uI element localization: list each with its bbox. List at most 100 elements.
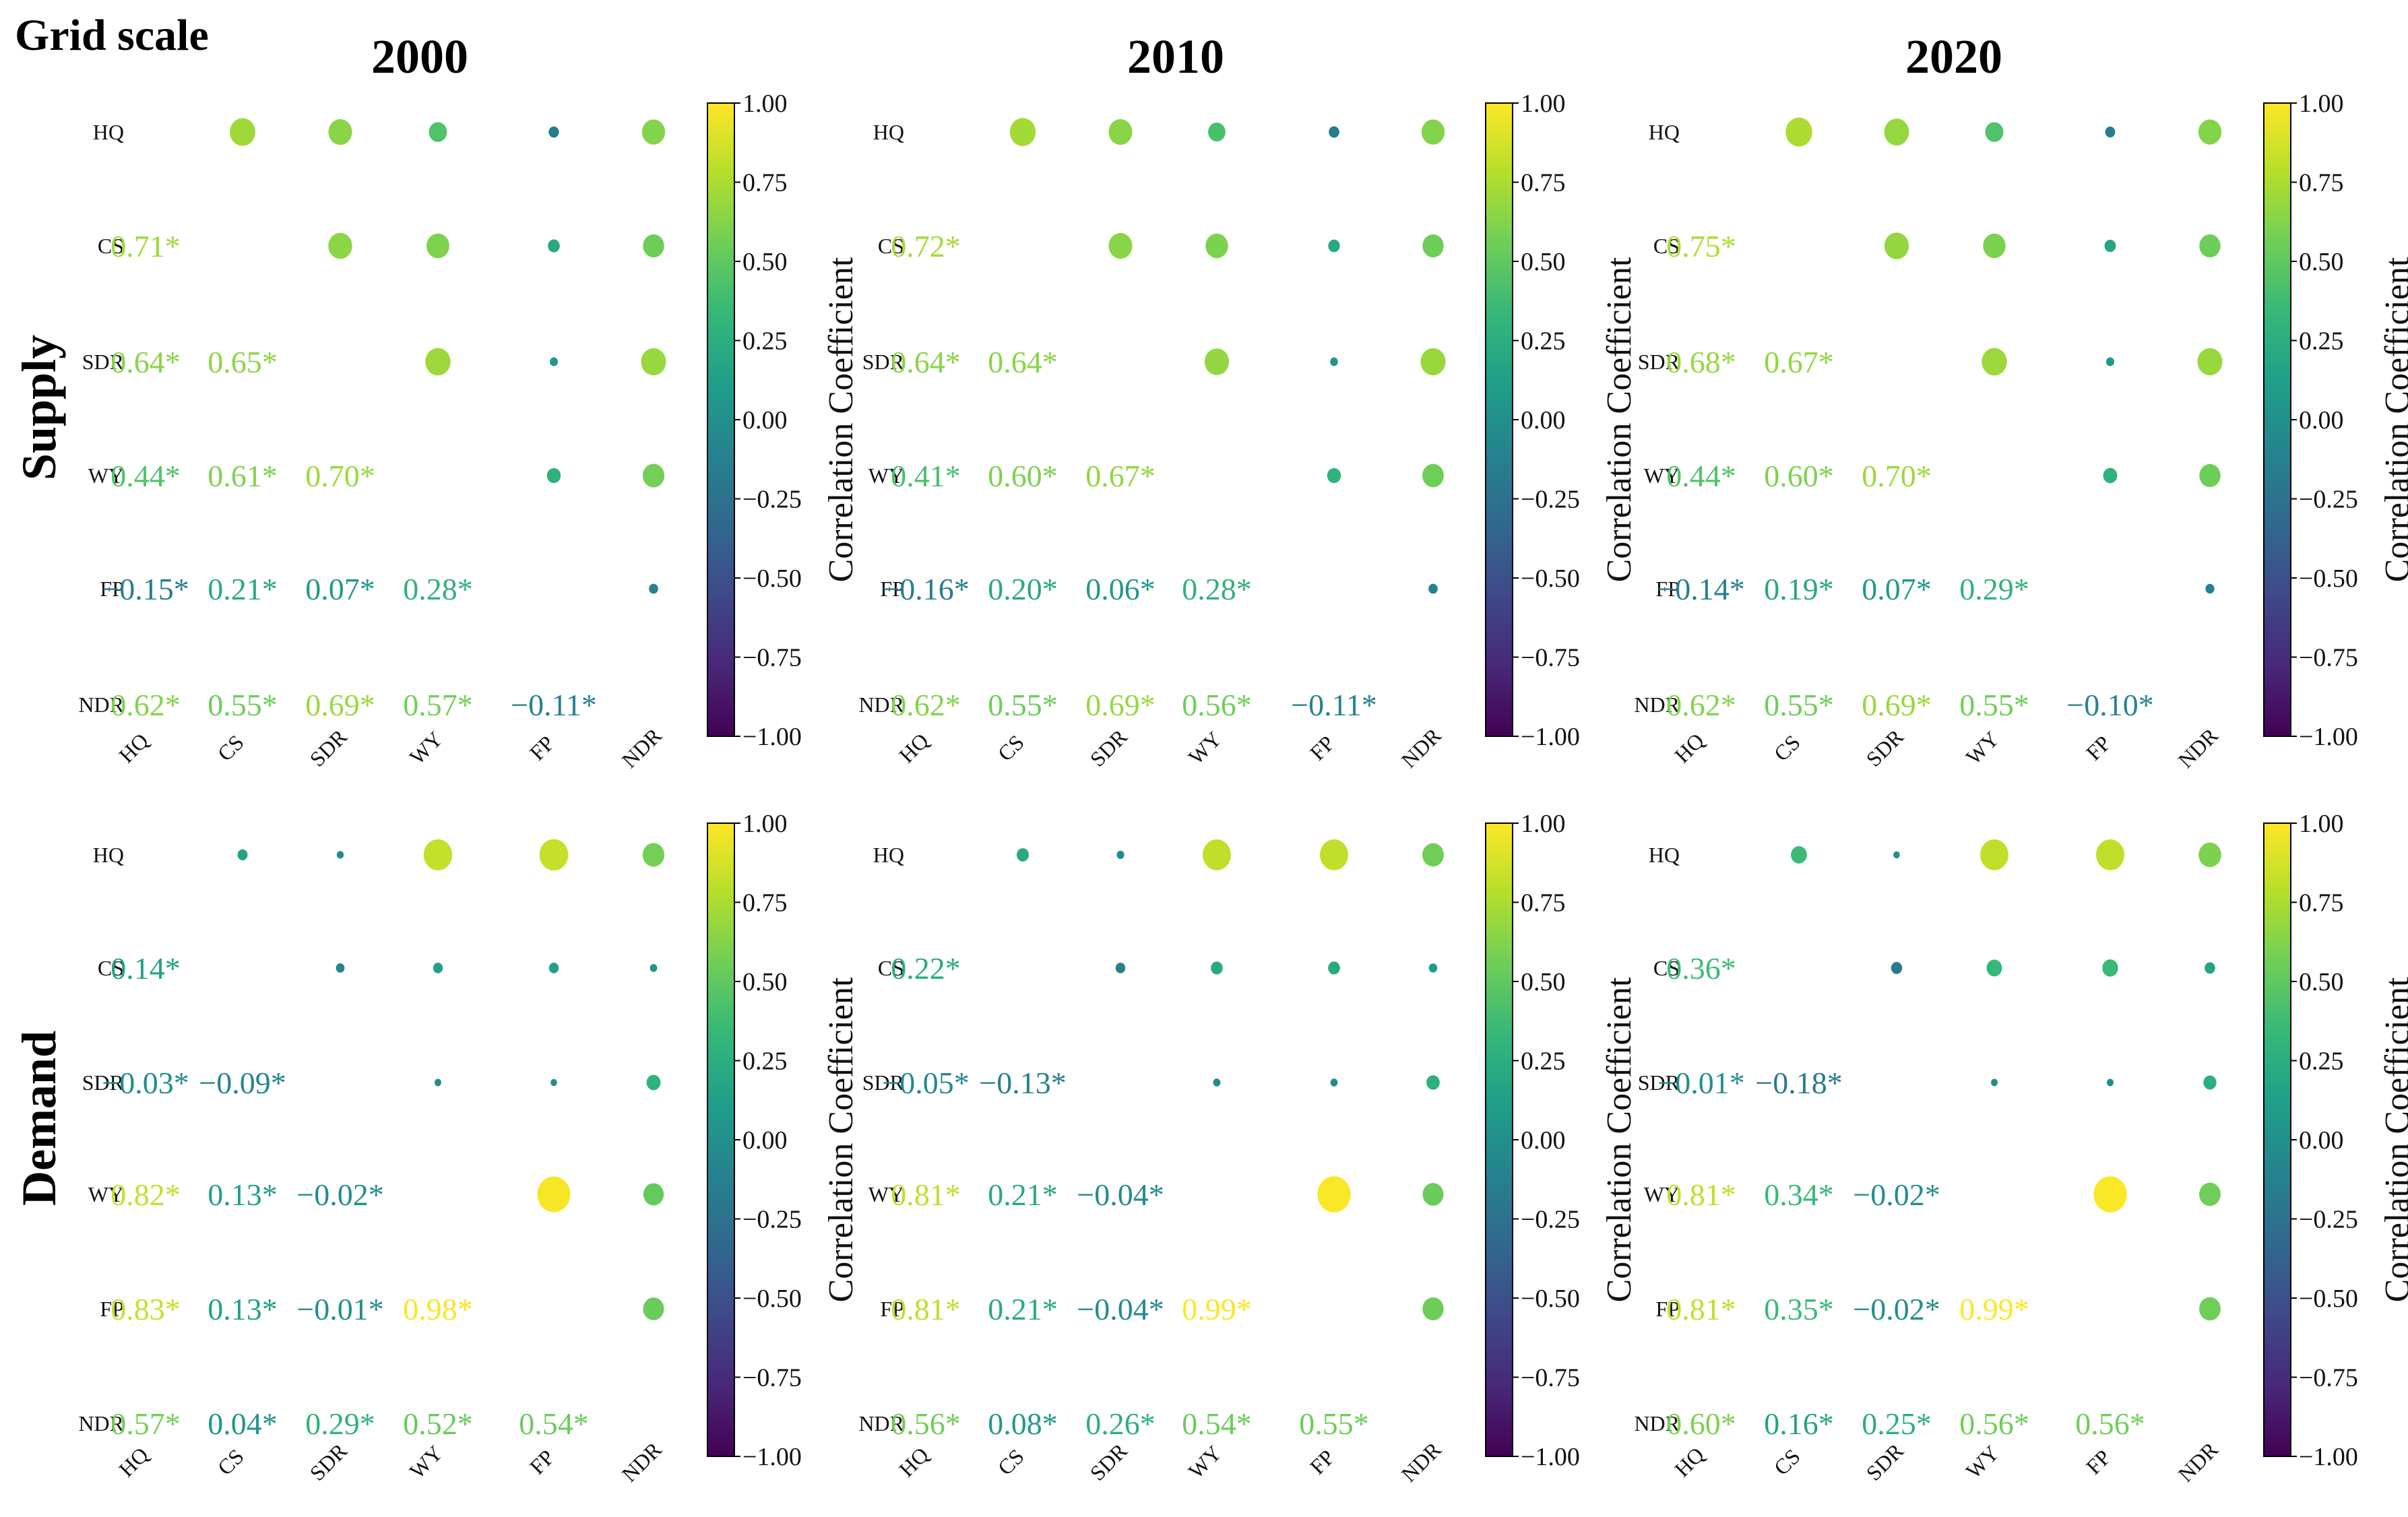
coef-label: 0.56* (2075, 1407, 2145, 1441)
row-label-cs: CS (878, 956, 904, 980)
col-label-fp: FP (2081, 731, 2116, 765)
colorbar-tick-label: 0.25 (1521, 327, 1566, 356)
colorbar (707, 822, 735, 1457)
coef-label: 0.07* (1862, 572, 1932, 606)
colorbar-tick-label: 0.50 (2299, 248, 2344, 276)
corr-dot (2198, 119, 2222, 145)
corr-dot (1009, 118, 1036, 146)
row-label-hq: HQ (873, 120, 904, 144)
corr-dot (1884, 119, 1909, 146)
col-label-cs: CS (993, 730, 1029, 766)
panel-supply-2010: HQ CS SDR WY FP NDR HQ CS SDR WY FP NDR 0.72* 0.64* 0.… (858, 90, 1639, 773)
coef-label: 0.34* (1764, 1177, 1834, 1212)
corr-dot (429, 122, 447, 142)
coef-label: 0.81* (891, 1292, 961, 1326)
colorbar-tick-label: −0.75 (1521, 644, 1580, 672)
colorbar-tick-label: 1.00 (2299, 90, 2344, 118)
colorbar-tick-label: 0.25 (1521, 1047, 1566, 1076)
colorbar-tick-label: 0.25 (742, 327, 788, 356)
colorbar-tick-label: 1.00 (1521, 90, 1566, 118)
row-label-ndr: NDR (1634, 692, 1680, 717)
col-label-wy: WY (1961, 1441, 2004, 1483)
col-label-cs: CS (993, 1444, 1029, 1480)
coef-label: 0.69* (305, 688, 375, 722)
coef-label: 0.22* (891, 951, 961, 986)
corr-dot (642, 843, 665, 867)
corr-dot (643, 1183, 664, 1206)
coef-label: 0.56* (891, 1407, 961, 1441)
colorbar-tick-label: 0.00 (742, 406, 788, 434)
coef-label: 0.55* (1299, 1407, 1369, 1441)
coef-label: 0.07* (305, 572, 375, 606)
row-label-cs: CS (1653, 234, 1680, 258)
corr-dot (2205, 583, 2215, 594)
colorbar-tick-label: −1.00 (742, 1443, 802, 1471)
coef-label: 0.28* (403, 572, 473, 606)
corr-dot (641, 119, 666, 145)
col-label-sdr: SDR (1085, 1438, 1132, 1485)
coef-label: 0.28* (1182, 572, 1252, 606)
corr-dot (433, 963, 443, 973)
colorbar-tick-label: 0.25 (2299, 1047, 2344, 1076)
row-label-cs: CS (98, 956, 124, 980)
coef-label: −0.02* (296, 1177, 383, 1212)
corr-dot (1891, 962, 1903, 974)
corr-dot (2205, 962, 2215, 974)
coef-label: 0.71* (110, 229, 181, 263)
coef-label: 0.81* (891, 1177, 961, 1212)
corr-dot (426, 233, 449, 259)
col-label-fp: FP (525, 731, 559, 765)
coef-label: −0.10* (2066, 688, 2153, 722)
corr-dot (2198, 842, 2221, 868)
coef-label: −0.01* (1657, 1066, 1744, 1100)
coef-label: −0.02* (1853, 1177, 1940, 1212)
row-label-ndr: NDR (78, 692, 124, 717)
corr-dot (425, 348, 451, 376)
colorbar-tick-label: −0.50 (1521, 1285, 1580, 1313)
colorbar-tick-label: 1.00 (742, 90, 788, 118)
colorbar-tick-label: 0.00 (1521, 1126, 1566, 1155)
panel-supply-2000: HQ CS SDR WY FP NDR HQ CS SDR WY FP NDR 0.71* 0.64* 0.… (78, 90, 860, 773)
correlation-panels: HQ CS SDR WY FP NDR HQ CS SDR WY FP NDR 0.71* 0.64* 0.… (78, 90, 2408, 1487)
corr-dot (549, 357, 559, 366)
corr-dot (1980, 839, 2008, 870)
coef-label: −0.02* (1853, 1292, 1940, 1326)
coef-label: 0.04* (208, 1407, 278, 1441)
colorbar (1485, 102, 1513, 737)
col-label-fp: FP (1305, 731, 1339, 765)
corr-dot (1983, 233, 2006, 259)
col-label-wy: WY (1184, 1441, 1226, 1483)
corr-dot (1422, 463, 1444, 488)
coef-label: 0.64* (988, 345, 1058, 379)
colorbar-tick-label: −0.50 (1521, 564, 1580, 593)
corr-dot (328, 119, 352, 146)
colorbar (707, 102, 735, 737)
colorbar-tick-label: −0.75 (2299, 644, 2358, 672)
row-label-hq: HQ (873, 843, 904, 867)
coef-label: 0.81* (1666, 1292, 1736, 1326)
coef-label: 0.55* (1764, 688, 1834, 722)
col-label-hq: HQ (114, 728, 153, 767)
corr-dot (1204, 348, 1230, 375)
col-label-ndr: NDR (2174, 723, 2223, 773)
corr-dot (2203, 1075, 2217, 1090)
coef-label: −0.13* (979, 1066, 1066, 1100)
row-label-hq: HQ (1649, 120, 1680, 144)
coef-label: 0.26* (1085, 1407, 1155, 1441)
coef-label: 0.98* (403, 1292, 473, 1326)
col-label-fp: FP (525, 1445, 559, 1479)
corr-dot (649, 964, 658, 972)
coef-label: 0.82* (110, 1177, 181, 1212)
corr-dot (2199, 234, 2221, 258)
corr-dot (237, 849, 248, 861)
corr-dot (423, 839, 453, 871)
row-label-sdr: SDR (862, 350, 905, 374)
corr-dot (2199, 1182, 2221, 1206)
year-label-2020: 2020 (1905, 30, 2002, 84)
row-label-wy: WY (868, 463, 904, 488)
corr-dot (2093, 1176, 2127, 1213)
corr-dot (548, 239, 560, 253)
coef-label: 0.56* (1959, 1407, 2029, 1441)
row-label-cs: CS (1653, 956, 1680, 980)
colorbar-title: Correlation Coefficient (2378, 257, 2408, 582)
